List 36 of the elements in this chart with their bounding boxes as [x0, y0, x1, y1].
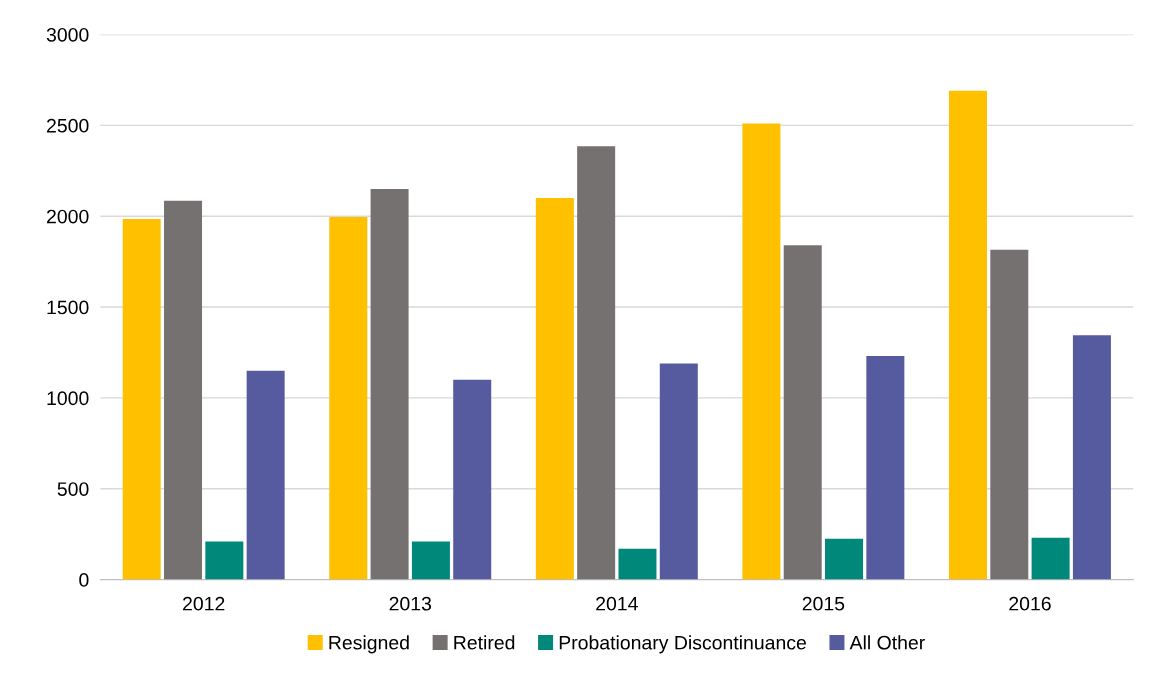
- y-tick-label: 1500: [47, 300, 89, 315]
- bar: [246, 370, 285, 580]
- bar: [329, 217, 368, 580]
- bar: [783, 245, 822, 580]
- bar: [1031, 537, 1070, 580]
- bar: [411, 541, 450, 580]
- bar: [1072, 335, 1111, 580]
- bar: [122, 218, 161, 580]
- legend-label: Probationary Discontinuance: [559, 635, 806, 654]
- bar: [535, 198, 574, 580]
- bar: [659, 363, 698, 580]
- bar: [825, 538, 864, 580]
- y-tick-label: 500: [57, 482, 89, 496]
- bar: [370, 188, 409, 580]
- x-tick-label: 2016: [1009, 596, 1051, 611]
- bar: [577, 146, 616, 580]
- bar: [618, 548, 657, 580]
- bar: [205, 541, 244, 580]
- bar: [948, 90, 987, 580]
- y-tick-label: 0: [79, 573, 89, 587]
- bar: [990, 249, 1029, 580]
- y-tick-label: 3000: [46, 27, 89, 42]
- bar: [866, 356, 905, 580]
- y-tick-label: 2500: [47, 118, 89, 133]
- bar: [164, 200, 203, 580]
- legend-label: Resigned: [329, 635, 409, 654]
- y-tick-label: 1000: [47, 391, 89, 406]
- legend-label: Retired: [454, 635, 515, 650]
- bar: [742, 123, 781, 580]
- x-tick-label: 2013: [389, 596, 432, 611]
- x-tick-label: 2014: [596, 596, 638, 611]
- x-tick-label: 2012: [183, 596, 225, 611]
- legend-label: All Other: [849, 635, 925, 650]
- bar: [453, 379, 492, 580]
- x-tick-label: 2015: [802, 596, 845, 611]
- y-tick-label: 2000: [47, 209, 89, 224]
